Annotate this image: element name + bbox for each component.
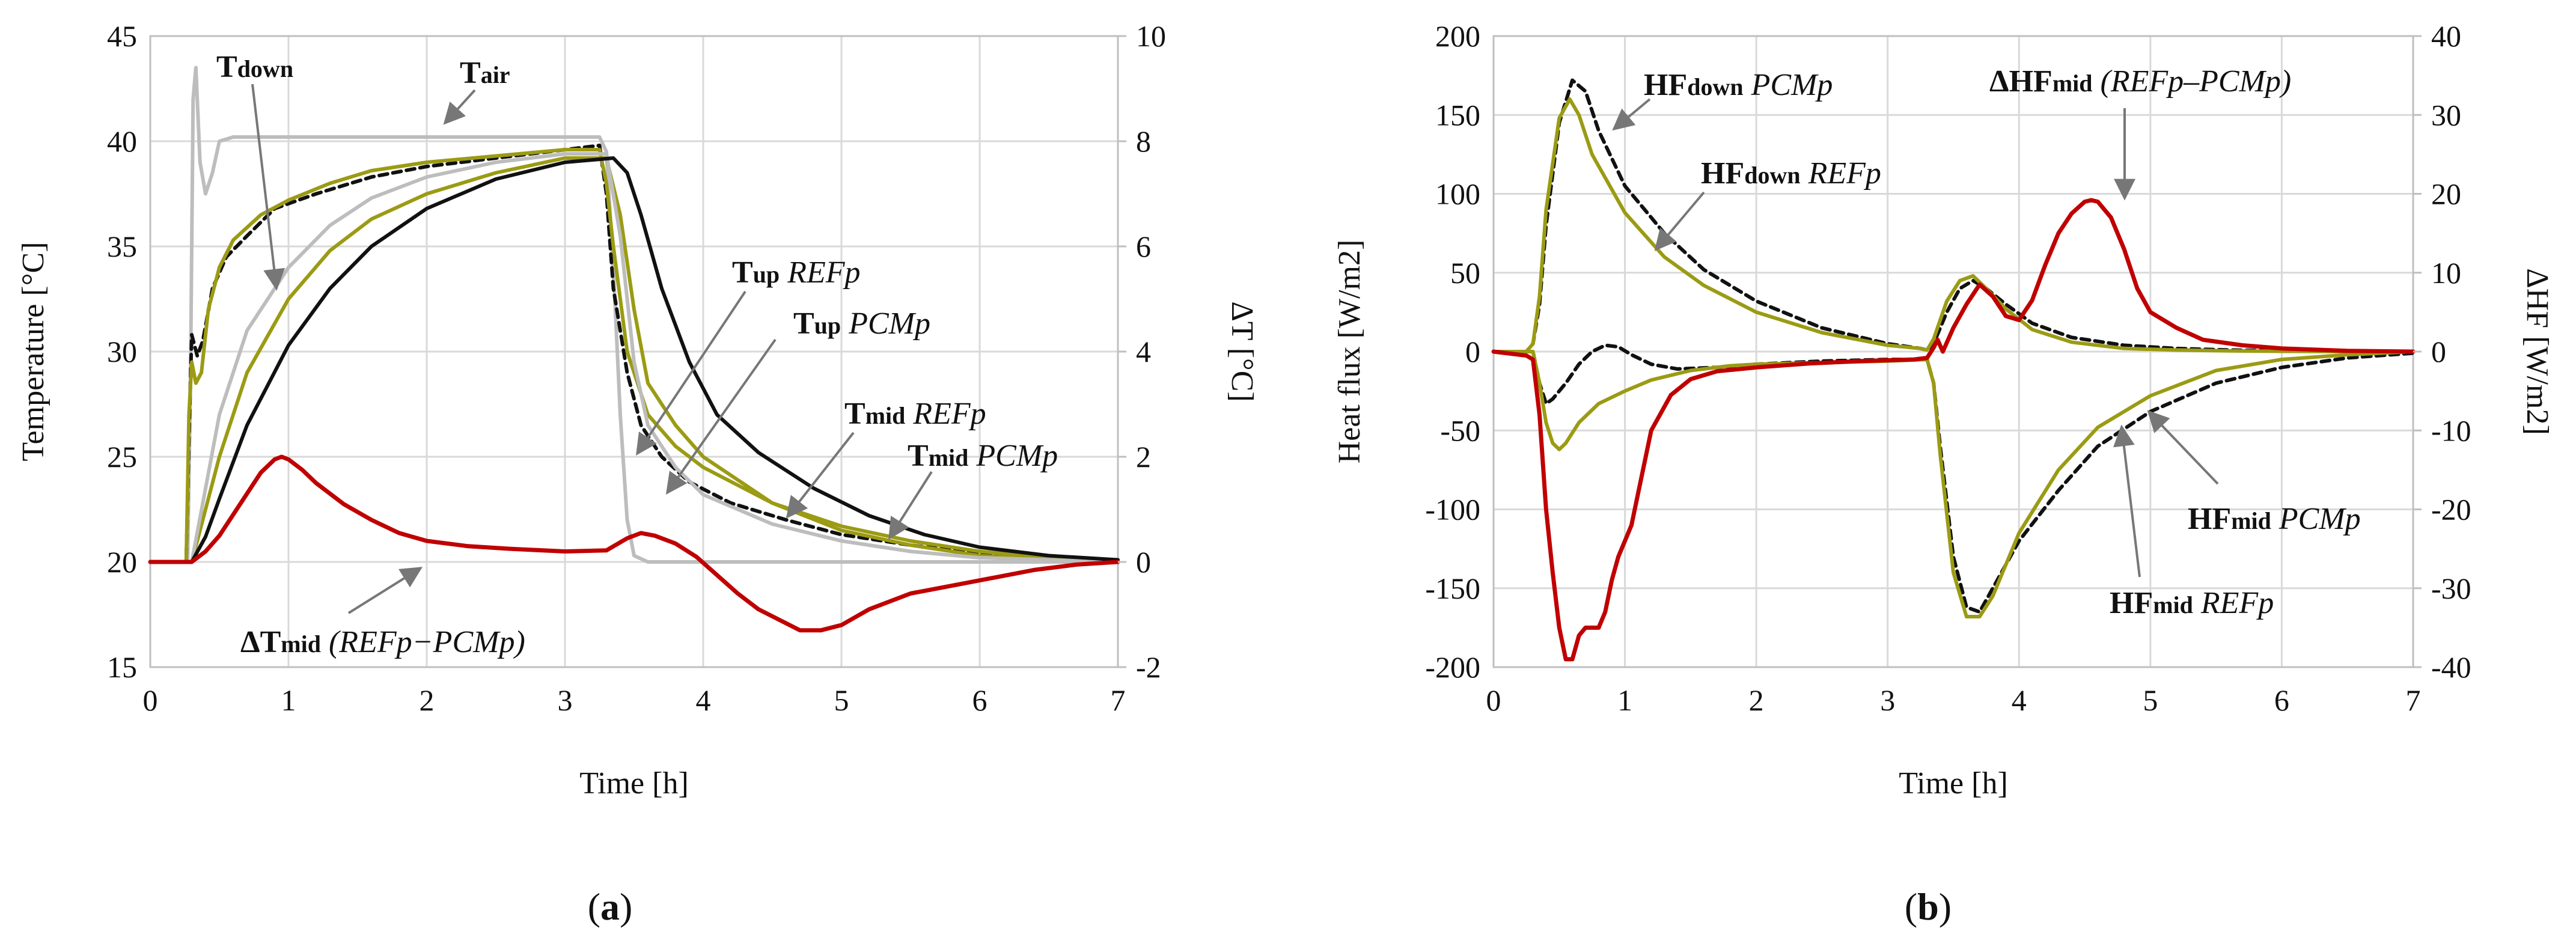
ann-a-tdown: Tdown xyxy=(216,50,293,84)
arrow-b-hfdown-refp xyxy=(1654,191,1705,251)
ann-b-hfdown-refp: HFdown REFp xyxy=(1701,156,1881,191)
chart-a-series-tmid-refp-pcmp xyxy=(148,454,1120,633)
chart-b-y2label: ΔHF [W/m2] xyxy=(2520,268,2554,435)
chart-b-y2tick-label: -10 xyxy=(2431,413,2471,447)
chart-a-arrows xyxy=(251,84,933,614)
chart-a-y2tick-label: 2 xyxy=(1136,440,1151,474)
chart-a-ytick-label: 25 xyxy=(107,440,137,474)
ann-a-tmid-refp: Tmid REFp xyxy=(844,397,986,431)
chart-a-series-tup-refp xyxy=(148,152,1120,564)
chart-a-y2tick-label: 0 xyxy=(1136,545,1151,579)
chart-a-y2tick-label: 8 xyxy=(1136,124,1151,158)
chart-b-ytick-label: 0 xyxy=(1465,335,1480,368)
panel-label-a: (a) xyxy=(588,885,633,928)
arrow-b-hfmid-pcmp xyxy=(2147,410,2219,485)
chart-b-xtick-label: 5 xyxy=(2143,683,2158,717)
chart-a-xtick-label: 3 xyxy=(558,683,573,717)
chart-a-series xyxy=(148,66,1120,633)
arrow-a-tmid-pcmp xyxy=(888,471,933,540)
chart-a-xtick-label: 5 xyxy=(834,683,849,717)
arrow-b-hfdown-pcmp xyxy=(1612,98,1651,131)
arrow-a-tup-pcmp xyxy=(665,338,777,495)
chart-a-xtick-label: 2 xyxy=(420,683,435,717)
chart-b-y2tick-label: 40 xyxy=(2431,19,2461,53)
ann-b-hfmid-refp: HFmid REFp xyxy=(2110,586,2274,620)
chart-a-y2label: ΔT [°C] xyxy=(1225,301,1259,401)
chart-b-y2tick-label: 0 xyxy=(2431,335,2446,368)
chart-b-y2tick-label: -40 xyxy=(2431,650,2471,684)
chart-b-y2tick-label: 20 xyxy=(2431,177,2461,211)
chart-a-ytick-label: 40 xyxy=(107,124,137,158)
chart-b-ytick-label: 200 xyxy=(1435,19,1480,53)
chart-b-series xyxy=(1491,78,2416,662)
chart-b-xtick-label: 0 xyxy=(1486,683,1501,717)
chart-b-y2tick-label: -30 xyxy=(2431,572,2471,605)
ann-a-dtmid: ΔTmid (REFp−PCMp) xyxy=(240,625,525,659)
chart-b-ytick-label: -150 xyxy=(1425,572,1480,605)
ann-b-dhfmid: ΔHFmid (REFp–PCMp) xyxy=(1989,64,2291,99)
chart-b-xtick-label: 7 xyxy=(2406,683,2421,717)
chart-a-xtick-label: 0 xyxy=(143,683,158,717)
chart-b-y2tick-label: -20 xyxy=(2431,493,2471,526)
chart-a-ytick-label: 30 xyxy=(107,335,137,368)
chart-a-xtick-label: 1 xyxy=(281,683,296,717)
chart-a-ylabel: Temperature [°C] xyxy=(16,242,50,461)
arrow-a-tair xyxy=(443,89,476,125)
chart-b-ytick-label: 150 xyxy=(1435,98,1480,132)
arrow-a-tdown xyxy=(251,84,285,291)
chart-a-xtick-label: 7 xyxy=(1111,683,1126,717)
chart-b-arrows xyxy=(1612,98,2219,578)
chart-a-ytick-label: 20 xyxy=(107,545,137,579)
chart-b-xtick-label: 1 xyxy=(1617,683,1632,717)
chart-b-series-hfmid-refp-pcmp xyxy=(1491,198,2416,662)
ann-a-tair: Tair xyxy=(460,56,510,90)
chart-b-series-hfdown-refp xyxy=(1492,97,2415,353)
chart-b-xtick-label: 3 xyxy=(1880,683,1895,717)
chart-b-xtick-label: 4 xyxy=(2012,683,2027,717)
ann-a-tmid-pcmp: Tmid PCMp xyxy=(908,439,1058,473)
chart-b-ytick-label: -50 xyxy=(1440,413,1480,447)
chart-a-xtick-label: 6 xyxy=(972,683,987,717)
chart-b-ytick-label: 100 xyxy=(1435,177,1480,211)
chart-b-ytick-label: -100 xyxy=(1425,493,1480,526)
chart-a-xlabel: Time [h] xyxy=(579,766,689,801)
chart-a-series-tmid-refp xyxy=(148,156,1120,564)
chart-b-y2tick-label: 30 xyxy=(2431,98,2461,132)
chart-b-ylabel: Heat flux [W/m2] xyxy=(1332,240,1367,464)
arrow-b-hfmid-refp xyxy=(2113,424,2141,578)
chart-b-y2tick-label: 10 xyxy=(2431,256,2461,290)
chart-b-xlabel: Time [h] xyxy=(1899,766,2008,801)
chart-b-ytick-label: -200 xyxy=(1425,650,1480,684)
arrow-a-tup-refp xyxy=(636,290,746,456)
chart-a-y2tick-label: 10 xyxy=(1136,19,1166,53)
ann-a-tup-pcmp: Tup PCMp xyxy=(793,307,930,341)
chart-b-series-hfmid-refp xyxy=(1492,350,2415,618)
panel-label-b: (b) xyxy=(1905,885,1952,928)
chart-a-ytick-label: 35 xyxy=(107,230,137,263)
chart-a-xtick-label: 4 xyxy=(696,683,711,717)
arrow-a-dtmid xyxy=(347,567,423,614)
chart-a-y2tick-label: -2 xyxy=(1136,650,1161,684)
ann-b-hfmid-pcmp: HFmid PCMp xyxy=(2188,502,2361,536)
chart-b-series-hfdown-pcmp xyxy=(1492,78,2415,353)
chart-a-y2tick-label: 4 xyxy=(1136,335,1151,368)
chart-a-y2tick-label: 6 xyxy=(1136,230,1151,263)
chart-b-ytick-label: 50 xyxy=(1450,256,1480,290)
ann-b-hfdown-pcmp: HFdown PCMp xyxy=(1644,68,1833,102)
chart-a-ytick-label: 45 xyxy=(107,19,137,53)
chart-b-xtick-label: 6 xyxy=(2274,683,2289,717)
chart-a-series-tair xyxy=(148,66,1120,564)
chart-a-ytick-label: 15 xyxy=(107,650,137,684)
arrow-a-tmid-refp xyxy=(786,432,855,519)
ann-a-tup-refp: Tup REFp xyxy=(732,255,860,290)
chart-b-xtick-label: 2 xyxy=(1749,683,1764,717)
